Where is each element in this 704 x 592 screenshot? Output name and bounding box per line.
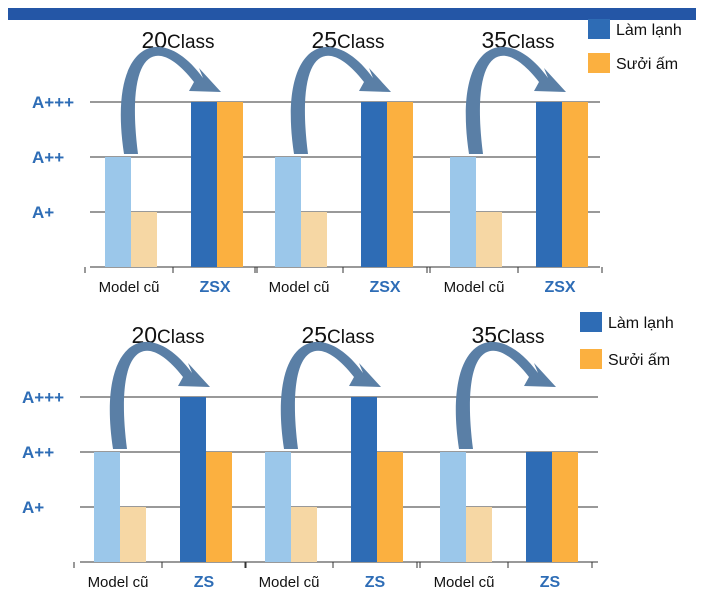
legend-swatch-heating <box>580 349 602 369</box>
x-category-label: ZSX <box>199 279 230 296</box>
upgrade-arrow-icon <box>455 341 556 449</box>
top-accent-bar <box>8 8 696 20</box>
bar-new-heating <box>217 102 243 267</box>
bar-old-cooling <box>105 157 131 267</box>
bar-new-cooling <box>191 102 217 267</box>
bar-old-cooling <box>94 452 120 562</box>
legend-label-cooling: Làm lạnh <box>616 22 682 39</box>
x-category-label: Model cũ <box>99 279 160 296</box>
y-level-label: A+++ <box>32 93 74 112</box>
bar-new-heating <box>206 452 232 562</box>
bar-new-heating <box>377 452 403 562</box>
legend-swatch-cooling <box>588 19 610 39</box>
upgrade-arrow-icon <box>120 46 221 154</box>
class-word: Class <box>157 327 205 348</box>
y-level-label: A++ <box>22 443 54 462</box>
y-level-label: A+++ <box>22 388 64 407</box>
class-word: Class <box>507 32 555 53</box>
x-category-label: Model cũ <box>434 574 495 591</box>
upgrade-arrow-icon <box>280 341 381 449</box>
x-category-label: ZS <box>365 574 386 591</box>
y-level-label: A++ <box>32 148 64 167</box>
class-word: Class <box>327 327 375 348</box>
bar-old-cooling <box>265 452 291 562</box>
bar-old-cooling <box>450 157 476 267</box>
bar-old-heating <box>291 507 317 562</box>
bar-old-heating <box>476 212 502 267</box>
bar-new-cooling <box>526 452 552 562</box>
upgrade-arrow-icon <box>290 46 391 154</box>
upgrade-arrow-icon <box>465 46 566 154</box>
class-title: 20Class <box>141 27 214 53</box>
x-category-label: Model cũ <box>444 279 505 296</box>
x-category-label: Model cũ <box>88 574 149 591</box>
bar-new-cooling <box>180 397 206 562</box>
x-category-label: Model cũ <box>269 279 330 296</box>
bar-new-cooling <box>536 102 562 267</box>
x-category-label: ZS <box>194 574 215 591</box>
bar-new-heating <box>387 102 413 267</box>
legend-swatch-heating <box>588 53 610 73</box>
bar-new-cooling <box>361 102 387 267</box>
bar-old-heating <box>466 507 492 562</box>
bar-old-heating <box>120 507 146 562</box>
bar-old-heating <box>301 212 327 267</box>
class-word: Class <box>167 32 215 53</box>
bar-old-cooling <box>440 452 466 562</box>
y-level-label: A+ <box>32 203 54 222</box>
class-word: Class <box>497 327 545 348</box>
bar-old-heating <box>131 212 157 267</box>
bar-new-heating <box>562 102 588 267</box>
x-category-label: ZSX <box>544 279 575 296</box>
legend-swatch-cooling <box>580 312 602 332</box>
bar-new-cooling <box>351 397 377 562</box>
y-level-label: A+ <box>22 498 44 517</box>
x-category-label: ZSX <box>369 279 400 296</box>
class-word: Class <box>337 32 385 53</box>
x-category-label: ZS <box>540 574 561 591</box>
bar-new-heating <box>552 452 578 562</box>
legend-label-heating: Sưởi ấm <box>608 352 670 369</box>
x-category-label: Model cũ <box>259 574 320 591</box>
legend-label-cooling: Làm lạnh <box>608 315 674 332</box>
bar-old-cooling <box>275 157 301 267</box>
legend-label-heating: Sưởi ấm <box>616 56 678 73</box>
upgrade-arrow-icon <box>109 341 210 449</box>
